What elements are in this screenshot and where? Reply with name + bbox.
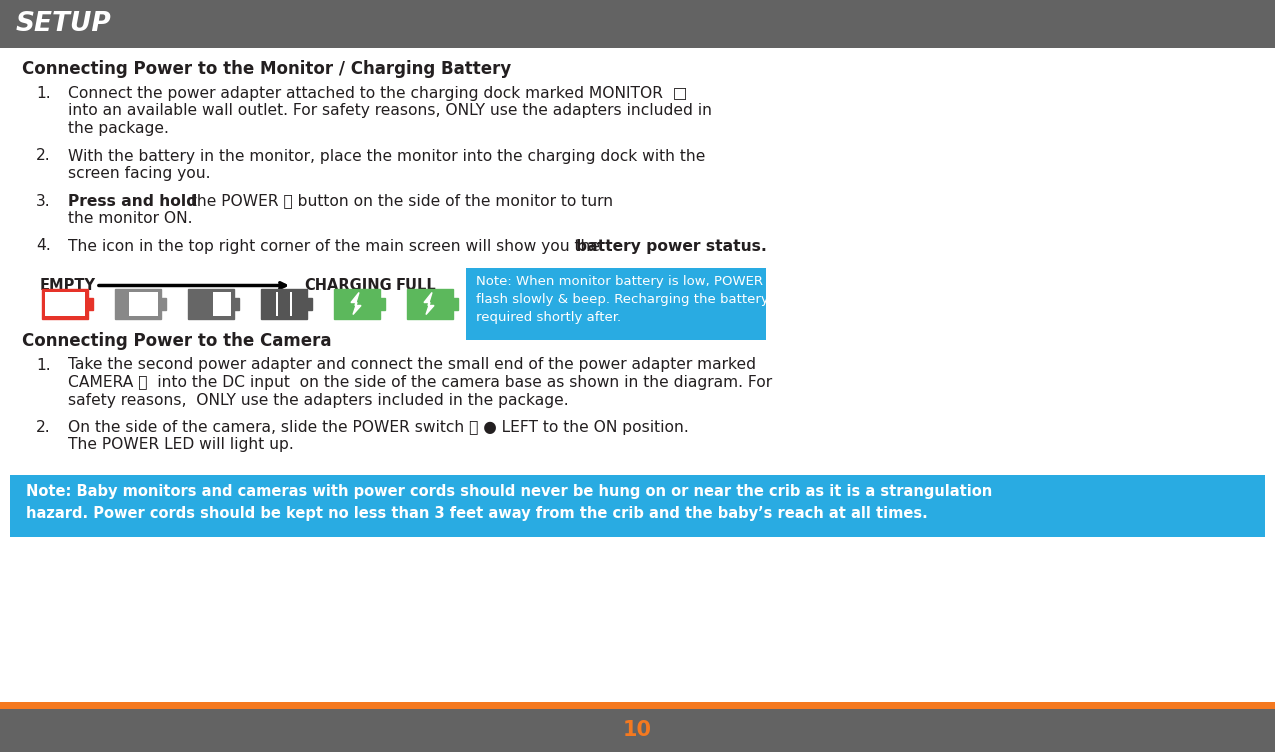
Text: The POWER LED will light up.: The POWER LED will light up. — [68, 438, 293, 453]
Bar — [411, 292, 450, 316]
Text: 2.: 2. — [36, 420, 51, 435]
Polygon shape — [425, 293, 434, 314]
Bar — [88, 298, 93, 310]
Bar — [453, 298, 458, 310]
Text: screen facing you.: screen facing you. — [68, 166, 210, 181]
Bar — [0, 702, 1275, 709]
Bar — [0, 48, 1275, 702]
Text: the package.: the package. — [68, 121, 168, 136]
Bar — [45, 292, 85, 316]
Text: On the side of the camera, slide the POWER switch ⏻ ● LEFT to the ON position.: On the side of the camera, slide the POW… — [68, 420, 689, 435]
Bar — [119, 292, 158, 316]
Bar — [307, 298, 312, 310]
Text: EMPTY: EMPTY — [40, 277, 96, 293]
Text: With the battery in the monitor, place the monitor into the charging dock with t: With the battery in the monitor, place t… — [68, 148, 705, 163]
Text: Connecting Power to the Camera: Connecting Power to the Camera — [22, 332, 332, 350]
Text: Note: Baby monitors and cameras with power cords should never be hung on or near: Note: Baby monitors and cameras with pow… — [26, 484, 992, 520]
Text: FULL: FULL — [397, 277, 437, 293]
Text: SETUP: SETUP — [17, 11, 112, 37]
Bar — [407, 289, 453, 319]
Bar — [289, 292, 292, 316]
Text: 3.: 3. — [36, 193, 51, 208]
Text: 4.: 4. — [36, 238, 51, 253]
Bar — [191, 292, 213, 316]
Bar — [264, 292, 303, 316]
Text: 1.: 1. — [36, 86, 51, 101]
Text: CHARGING: CHARGING — [303, 277, 391, 293]
Bar — [115, 289, 161, 319]
Text: The icon in the top right corner of the main screen will show you the: The icon in the top right corner of the … — [68, 238, 604, 253]
Text: 10: 10 — [623, 720, 652, 741]
Bar — [42, 289, 88, 319]
Text: Note: When monitor battery is low, POWER LED will
flash slowly & beep. Rechargin: Note: When monitor battery is low, POWER… — [476, 275, 820, 323]
Bar — [161, 298, 166, 310]
Bar — [334, 289, 380, 319]
Bar — [0, 0, 1275, 48]
Bar — [235, 298, 238, 310]
Text: 1.: 1. — [36, 357, 51, 372]
Text: battery power status.: battery power status. — [576, 238, 766, 253]
Bar — [0, 702, 1275, 752]
Text: Connecting Power to the Monitor / Charging Battery: Connecting Power to the Monitor / Chargi… — [22, 60, 511, 78]
Text: 2.: 2. — [36, 148, 51, 163]
Bar — [337, 292, 377, 316]
Bar — [261, 289, 307, 319]
Bar — [277, 292, 278, 316]
Text: Connect the power adapter attached to the charging dock marked MONITOR  □: Connect the power adapter attached to th… — [68, 86, 687, 101]
Bar — [187, 289, 235, 319]
Text: safety reasons,  ONLY use the adapters included in the package.: safety reasons, ONLY use the adapters in… — [68, 393, 569, 408]
Text: the monitor ON.: the monitor ON. — [68, 211, 193, 226]
Text: Take the second power adapter and connect the small end of the power adapter mar: Take the second power adapter and connec… — [68, 357, 756, 372]
Text: the POWER ⏻ button on the side of the monitor to turn: the POWER ⏻ button on the side of the mo… — [186, 193, 613, 208]
Text: CAMERA 👤  into the DC input  on the side of the camera base as shown in the diag: CAMERA 👤 into the DC input on the side o… — [68, 375, 773, 390]
Bar — [10, 475, 1265, 537]
Bar — [191, 292, 231, 316]
Bar — [119, 292, 129, 316]
Bar — [465, 268, 766, 339]
Bar — [380, 298, 385, 310]
Text: Press and hold: Press and hold — [68, 193, 198, 208]
Text: into an available wall outlet. For safety reasons, ONLY use the adapters include: into an available wall outlet. For safet… — [68, 104, 711, 119]
Polygon shape — [351, 293, 361, 314]
